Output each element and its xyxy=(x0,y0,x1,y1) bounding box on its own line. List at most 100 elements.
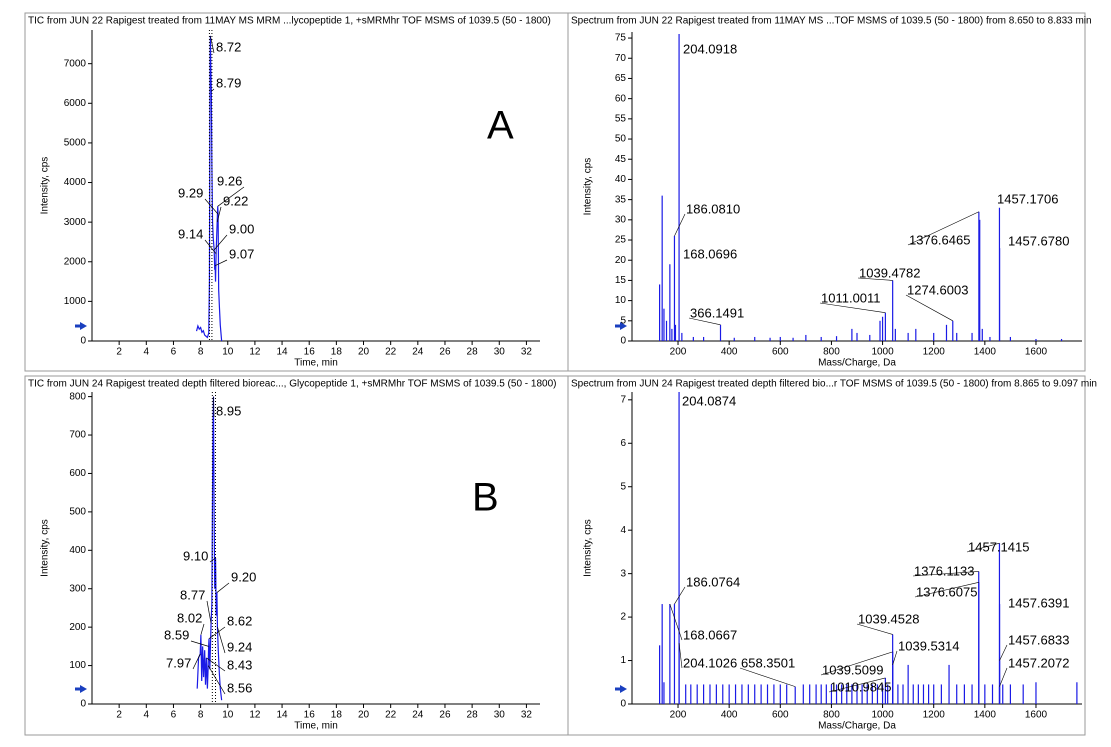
y-tick-label: 6000 xyxy=(64,98,87,109)
peak-leader xyxy=(200,623,205,635)
peak-label: 1039.4782 xyxy=(859,265,920,280)
peak-label: 1376.6075 xyxy=(916,584,977,599)
y-tick-label: 4000 xyxy=(64,177,87,188)
peak-leader xyxy=(739,667,796,687)
peak-label: 204.1026 xyxy=(683,655,737,670)
x-tick-label: 14 xyxy=(276,347,288,358)
y-axis-label: Intensity, cps xyxy=(583,158,594,216)
y-tick-label: 0 xyxy=(80,336,86,347)
y-tick-label: 25 xyxy=(615,235,627,246)
panel-title: Spectrum from JUN 22 Rapigest treated fr… xyxy=(571,16,1092,27)
peak-label: 8.79 xyxy=(216,75,241,90)
peak-label: 8.62 xyxy=(227,613,252,628)
peak-label: 9.07 xyxy=(229,246,254,261)
x-tick-label: 8 xyxy=(198,710,204,721)
peak-label: 1457.1706 xyxy=(997,191,1058,206)
peak-leader xyxy=(999,644,1008,661)
peak-label: 9.29 xyxy=(178,185,203,200)
x-tick-label: 1200 xyxy=(923,710,946,721)
x-tick-label: 1200 xyxy=(923,347,946,358)
panel-letter: B xyxy=(472,476,499,520)
x-tick-label: 600 xyxy=(772,710,789,721)
y-tick-label: 1000 xyxy=(64,296,87,307)
y-tick-label: 2000 xyxy=(64,256,87,267)
peak-label: 9.26 xyxy=(217,173,242,188)
x-tick-label: 1400 xyxy=(974,347,997,358)
peak-leader xyxy=(907,211,979,246)
peak-leader xyxy=(678,643,683,669)
y-tick-label: 6 xyxy=(620,438,626,449)
peak-label: 1039.5314 xyxy=(898,638,959,653)
panel-title: TIC from JUN 24 Rapigest treated depth f… xyxy=(28,379,556,390)
x-tick-label: 1600 xyxy=(1025,347,1048,358)
x-tick-label: 8 xyxy=(198,347,204,358)
baseline-arrow xyxy=(80,322,87,330)
peak-leader xyxy=(669,603,683,641)
peak-label: 7.97 xyxy=(166,655,191,670)
panel-frame xyxy=(567,12,1086,372)
y-tick-label: 1 xyxy=(620,655,626,666)
y-tick-label: 400 xyxy=(69,545,86,556)
x-tick-label: 22 xyxy=(385,347,397,358)
peak-leader xyxy=(214,259,228,267)
y-tick-label: 100 xyxy=(69,660,86,671)
y-tick-label: 0 xyxy=(80,699,86,710)
peak-label: 658.3501 xyxy=(741,655,795,670)
x-tick-label: 12 xyxy=(249,710,261,721)
peak-label: 204.0874 xyxy=(682,393,736,408)
x-axis-label: Mass/Charge, Da xyxy=(818,358,896,369)
peak-label: 9.14 xyxy=(178,226,203,241)
y-tick-label: 5 xyxy=(620,315,626,326)
x-tick-label: 1000 xyxy=(871,347,894,358)
peak-label: 204.0918 xyxy=(683,41,737,56)
x-tick-label: 14 xyxy=(276,710,288,721)
y-tick-label: 600 xyxy=(69,468,86,479)
peak-leader xyxy=(914,582,979,598)
x-tick-label: 20 xyxy=(358,347,370,358)
peak-label: 366.1491 xyxy=(690,305,744,320)
peak-label: 186.0810 xyxy=(686,201,740,216)
y-tick-label: 65 xyxy=(615,73,627,84)
x-tick-label: 400 xyxy=(721,347,738,358)
plot xyxy=(659,34,1063,341)
x-tick-label: 6 xyxy=(171,347,177,358)
peak-label: 9.10 xyxy=(183,548,208,563)
x-tick-label: 1400 xyxy=(974,710,997,721)
y-tick-label: 45 xyxy=(615,154,627,165)
y-tick-label: 2 xyxy=(620,612,626,623)
y-tick-label: 3 xyxy=(620,568,626,579)
x-tick-label: 400 xyxy=(721,710,738,721)
y-tick-label: 20 xyxy=(615,255,627,266)
x-tick-label: 2 xyxy=(116,710,122,721)
peak-leader xyxy=(857,277,893,281)
x-tick-label: 18 xyxy=(331,347,343,358)
peak-label: 1274.6003 xyxy=(907,282,968,297)
x-tick-label: 4 xyxy=(144,710,150,721)
y-tick-label: 15 xyxy=(615,275,627,286)
x-tick-label: 32 xyxy=(521,347,533,358)
peak-label: 8.95 xyxy=(216,403,241,418)
peak-leader xyxy=(674,586,686,605)
baseline-arrow xyxy=(620,322,627,330)
peak-leader xyxy=(999,667,1008,687)
peak-label: 186.0764 xyxy=(686,574,740,589)
x-tick-label: 200 xyxy=(670,710,687,721)
y-tick-label: 3000 xyxy=(64,217,87,228)
y-tick-label: 4 xyxy=(620,525,626,536)
peak-leader xyxy=(213,234,228,251)
panel-title: TIC from JUN 22 Rapigest treated from 11… xyxy=(28,16,551,27)
peak-leader xyxy=(217,627,226,654)
peak-leader xyxy=(828,677,886,693)
panel-letter: A xyxy=(487,104,514,148)
panel-title: Spectrum from JUN 24 Rapigest treated de… xyxy=(571,379,1097,390)
peak-leader xyxy=(217,186,245,207)
baseline-arrow xyxy=(620,685,627,693)
x-axis-label: Mass/Charge, Da xyxy=(818,721,896,732)
y-tick-label: 75 xyxy=(615,33,627,44)
peak-leader xyxy=(820,651,893,676)
x-tick-label: 1000 xyxy=(871,710,894,721)
trace xyxy=(196,396,223,701)
x-tick-label: 26 xyxy=(439,710,451,721)
peak-leader xyxy=(905,294,953,322)
peak-label: 9.22 xyxy=(223,193,248,208)
